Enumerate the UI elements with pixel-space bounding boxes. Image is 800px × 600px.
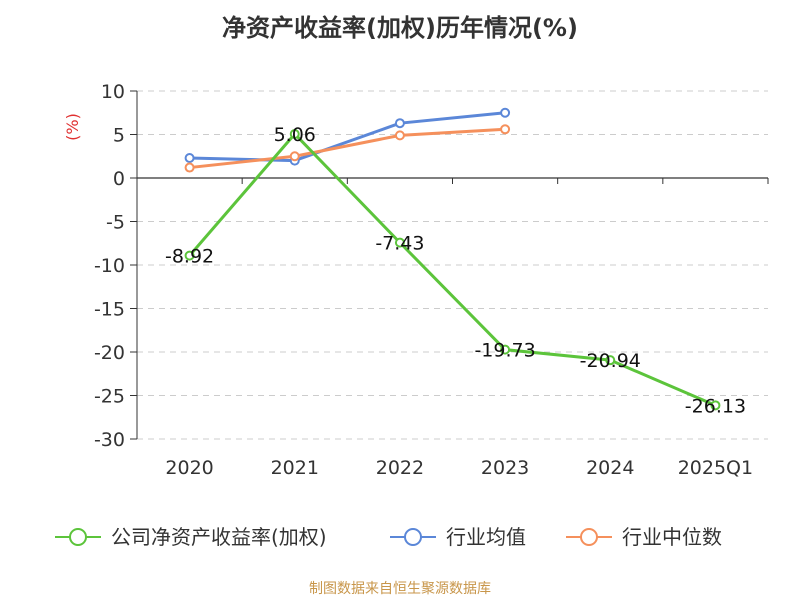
y-tick-label: -25: [94, 386, 125, 408]
data-label: -8.92: [165, 246, 214, 268]
data-label: -26.13: [685, 395, 746, 417]
data-label: 5.06: [274, 124, 316, 146]
data-point: [184, 162, 195, 173]
source-note: 制图数据来自恒生聚源数据库: [309, 581, 491, 597]
legend-marker: [580, 528, 598, 546]
data-point: [500, 344, 511, 355]
x-tick-label: 2021: [271, 457, 319, 479]
legend-marker: [404, 528, 422, 546]
data-point: [605, 355, 616, 366]
series-line: [189, 111, 506, 163]
x-tick-label: 2025Q1: [678, 457, 753, 479]
data-point: [500, 124, 511, 135]
legend: 公司净资产收益率(加权) 行业均值 行业中位数: [55, 525, 722, 549]
series-line: [188, 132, 717, 407]
legend-label: 公司净资产收益率(加权): [111, 525, 327, 549]
data-label: -7.43: [375, 233, 424, 255]
data-point: [500, 107, 511, 118]
x-tick-label: 2022: [376, 457, 424, 479]
axes: 10 5 0 -5 -10 -15 -20 -25 -30 2020 2021 2022 2023 202…: [63, 81, 769, 479]
y-tick-label: 5: [113, 125, 125, 147]
legend-marker: [69, 528, 87, 546]
chart-title: 净资产收益率(加权)历年情况(%): [222, 14, 578, 42]
data-labels: -8.92 5.06 -7.43 -19.73 -20.94 -26.13: [165, 124, 746, 417]
y-tick-label: -5: [106, 212, 125, 234]
data-point: [184, 250, 195, 261]
y-tick-label: 10: [101, 81, 125, 103]
series-line: [189, 127, 506, 170]
x-tick-label: 2024: [586, 457, 634, 479]
x-tick-label: 2020: [165, 457, 213, 479]
legend-label: 行业均值: [446, 525, 526, 549]
y-axis-label: (%): [63, 113, 82, 141]
data-label: -19.73: [474, 340, 535, 362]
y-tick-label: -30: [94, 429, 125, 451]
data-point: [394, 130, 405, 141]
y-tick-label: 0: [113, 168, 125, 190]
y-tick-label: -10: [94, 255, 125, 277]
x-tick-label: 2023: [481, 457, 529, 479]
data-point: [184, 152, 195, 163]
data-point: [394, 237, 405, 248]
data-point: [289, 151, 300, 162]
data-point: [289, 128, 300, 139]
y-tick-label: -20: [94, 342, 125, 364]
data-label: -20.94: [580, 350, 641, 372]
y-tick-label: -15: [94, 299, 125, 321]
series-lines: [184, 107, 721, 411]
data-point: [394, 118, 405, 129]
data-point: [710, 400, 721, 411]
legend-label: 行业中位数: [622, 525, 722, 549]
